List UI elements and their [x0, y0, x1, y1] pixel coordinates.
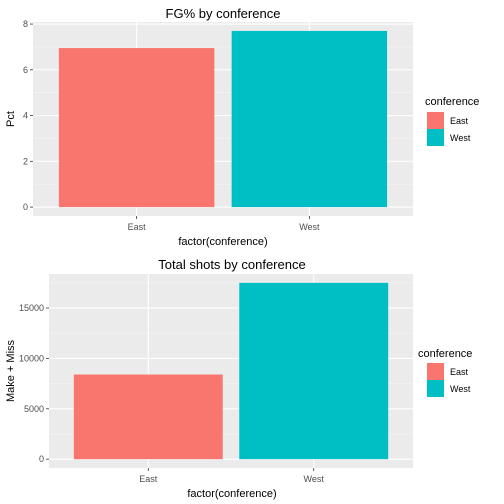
bars — [73, 282, 389, 460]
legend: conference East West — [418, 348, 472, 397]
y-axis-ticks: 0 2 4 6 8 — [23, 19, 33, 212]
x-tick-label: West — [299, 222, 320, 232]
y-tick-label: 8 — [23, 19, 28, 29]
chart-title: Total shots by conference — [158, 257, 305, 272]
y-tick-label: 4 — [23, 111, 28, 121]
y-tick-label: 10000 — [19, 353, 44, 363]
y-axis-title: Pct — [5, 111, 17, 127]
y-tick-label: 5000 — [24, 404, 44, 414]
legend-label-east: East — [450, 116, 469, 126]
y-axis-ticks: 0 5000 10000 15000 — [19, 303, 49, 464]
x-axis-title: factor(conference) — [187, 488, 276, 500]
y-tick-label: 2 — [23, 156, 28, 166]
legend-swatch-west — [427, 129, 444, 146]
chart-fg-pct: FG% by conference 0 2 4 6 8 East West factor(… — [5, 6, 479, 248]
legend-title: conference — [425, 96, 479, 108]
x-axis-title: factor(conference) — [178, 236, 267, 248]
y-tick-label: 15000 — [19, 303, 44, 313]
legend-swatch-west — [427, 380, 444, 397]
chart-total-shots: Total shots by conference 0 5000 10000 1500… — [5, 257, 472, 500]
legend-label-west: West — [450, 384, 471, 394]
x-tick-label: East — [128, 222, 147, 232]
legend-swatch-east — [427, 363, 444, 380]
legend-title: conference — [418, 348, 472, 360]
y-axis-title: Make + Miss — [5, 339, 17, 402]
legend-label-west: West — [450, 133, 471, 143]
legend-label-east: East — [450, 367, 469, 377]
y-tick-label: 0 — [23, 202, 28, 212]
y-tick-label: 6 — [23, 65, 28, 75]
x-axis-ticks: East West — [128, 216, 320, 232]
bar-east — [58, 48, 215, 208]
legend-swatch-east — [427, 112, 444, 129]
x-axis-ticks: East West — [139, 468, 324, 484]
y-tick-label: 0 — [39, 454, 44, 464]
bar-west — [239, 282, 389, 460]
x-tick-label: West — [304, 474, 325, 484]
legend: conference East West — [425, 96, 479, 146]
chart-title: FG% by conference — [166, 6, 281, 21]
bar-west — [231, 30, 388, 208]
bar-east — [73, 374, 223, 460]
bars — [58, 30, 388, 208]
x-tick-label: East — [139, 474, 158, 484]
